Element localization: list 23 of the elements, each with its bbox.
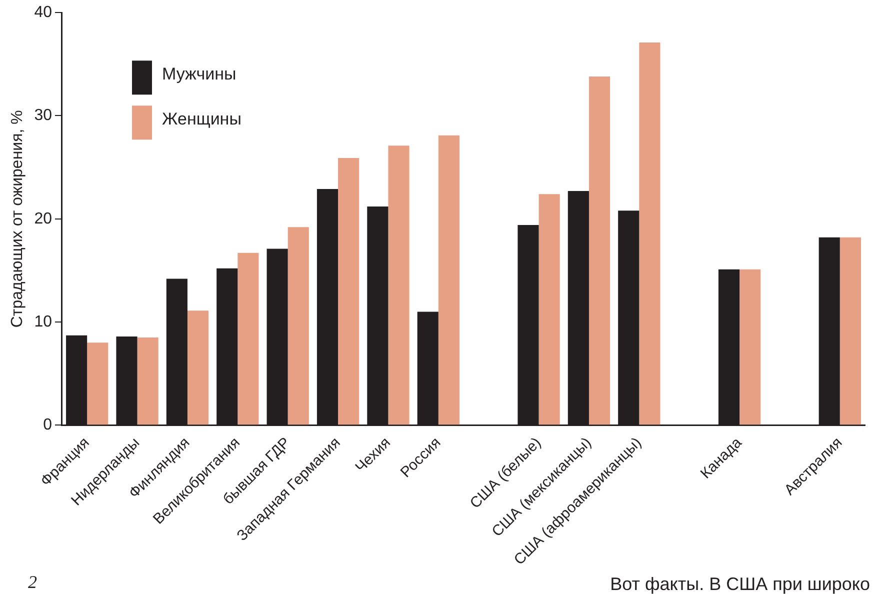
bar [288,227,309,425]
y-tick-label: 20 [34,210,52,228]
bar [588,76,610,425]
text: 2 [28,572,37,592]
bar [187,310,209,425]
legend-label: Женщины [162,109,242,128]
bar [338,158,360,425]
y-tick-label: 0 [43,416,52,434]
bar [639,42,660,425]
bar [87,342,108,425]
bar [238,252,259,425]
y-axis-title: Страдающих от ожирения, % [9,110,26,328]
bar [388,146,410,425]
y-tick-label: 30 [34,107,52,124]
bar [840,237,861,425]
text: Вот факты. В США при широко [610,574,870,594]
bar [740,269,761,425]
y-tick-label: 10 [34,313,52,330]
bar [137,337,158,425]
y-tick-label: 40 [34,4,52,22]
bar [538,194,560,425]
legend-label: Мужчины [162,64,236,84]
bar [438,135,460,425]
